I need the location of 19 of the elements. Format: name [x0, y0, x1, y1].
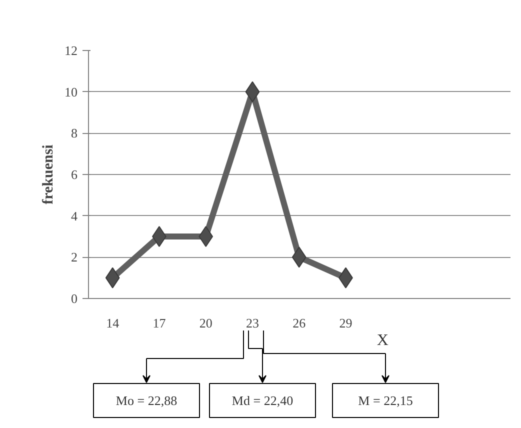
x-tick-label: 17 [152, 316, 166, 330]
x-tick-label: 29 [339, 316, 352, 330]
y-tick-label: 6 [71, 167, 78, 182]
text: Md = 22,40 [232, 393, 294, 408]
x-tick-label: 23 [246, 316, 259, 330]
point [198, 226, 214, 247]
y-tick-label: 4 [71, 208, 78, 224]
x-tick-label: 20 [199, 316, 212, 330]
text: Mo = 22,88 [116, 393, 178, 408]
text: M = 22,15 [358, 393, 413, 408]
y-tick-label: 8 [71, 126, 78, 141]
y-tick-label: 12 [64, 43, 78, 58]
y-tick-label: 10 [64, 84, 78, 100]
y-tick-label: 0 [71, 291, 78, 306]
x-tick-label: 26 [292, 316, 306, 330]
y-tick-label: 2 [71, 250, 78, 265]
y-axis-title: frekuensi [40, 144, 56, 204]
x-axis-title: X [376, 332, 389, 349]
x-tick-label: 14 [106, 316, 120, 330]
